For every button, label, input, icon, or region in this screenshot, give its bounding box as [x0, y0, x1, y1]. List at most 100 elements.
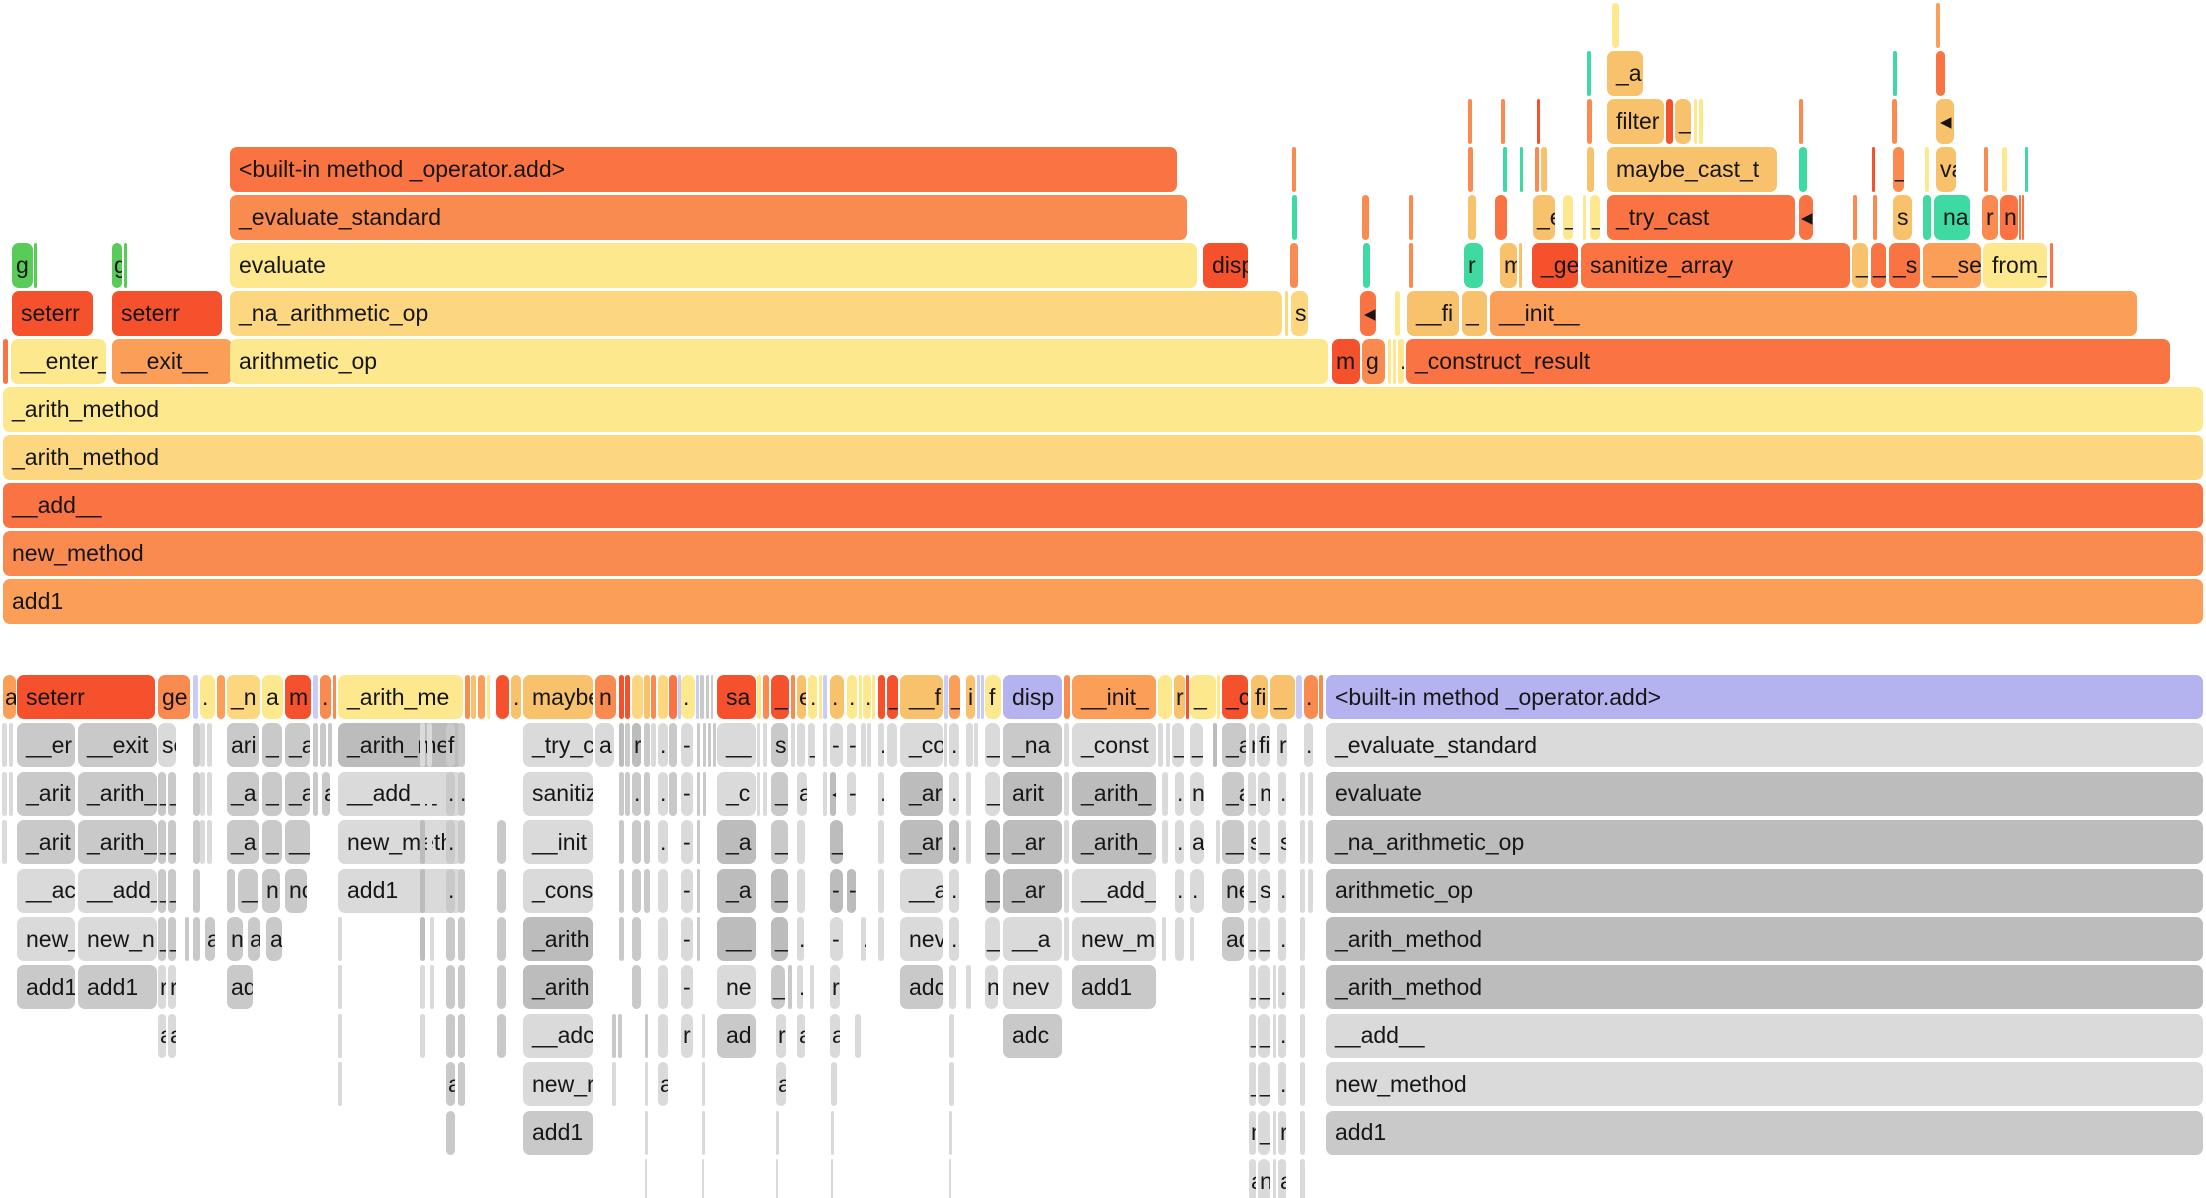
flame-frame-_cons[interactable]: _cons	[523, 868, 593, 913]
flame-frame[interactable]	[458, 1013, 465, 1058]
flame-frame[interactable]	[1273, 1110, 1276, 1155]
flame-frame-va[interactable]: va	[1936, 147, 1956, 192]
flame-frame-[interactable]: .	[320, 675, 331, 719]
flame-frame[interactable]	[193, 868, 200, 913]
flame-frame-[interactable]: -	[847, 771, 856, 816]
flame-frame[interactable]	[1273, 965, 1276, 1010]
flame-frame-g[interactable]: g	[1362, 339, 1385, 384]
flame-frame-r[interactable]: r	[1982, 195, 1998, 240]
flame-frame[interactable]	[497, 820, 506, 865]
flame-frame[interactable]	[320, 723, 326, 768]
flame-frame[interactable]	[185, 917, 189, 961]
flame-frame[interactable]	[619, 723, 624, 768]
flame-frame-n[interactable]: n	[262, 868, 280, 913]
flame-frame[interactable]	[831, 1159, 833, 1198]
flame-frame-[interactable]: .	[1175, 868, 1184, 913]
flame-frame-new_[interactable]: new_	[17, 917, 75, 961]
flame-frame-ne[interactable]: ne	[1222, 868, 1244, 913]
flame-frame-g[interactable]: g	[12, 243, 33, 288]
flame-frame-_a[interactable]: _a	[285, 771, 310, 816]
flame-frame[interactable]	[949, 1013, 954, 1058]
flame-frame[interactable]	[966, 820, 971, 865]
flame-frame-_[interactable]: _	[1258, 1110, 1270, 1155]
flame-frame[interactable]	[200, 771, 205, 816]
flame-frame[interactable]	[1362, 195, 1369, 240]
flame-frame-fi[interactable]: fi	[1257, 723, 1270, 768]
flame-frame-_[interactable]: _	[168, 820, 176, 865]
flame-frame[interactable]	[651, 723, 656, 768]
flame-frame-_[interactable]: _	[158, 868, 166, 913]
flame-frame-r[interactable]: r	[1174, 675, 1185, 719]
flame-frame-a[interactable]: a	[322, 771, 330, 816]
flame-frame-add1[interactable]: add1	[3, 579, 2203, 624]
flame-frame-add1[interactable]: add1	[1326, 1110, 2203, 1155]
flame-frame-_[interactable]: _	[985, 868, 1000, 913]
flame-frame-_co[interactable]: _co	[900, 723, 943, 768]
flame-frame[interactable]	[1300, 1013, 1305, 1058]
flame-frame[interactable]	[1925, 147, 1929, 192]
flame-frame-r[interactable]: r	[1464, 243, 1483, 288]
flame-frame-_n[interactable]: _n	[227, 675, 260, 719]
flame-frame-_[interactable]: _	[1852, 243, 1868, 288]
flame-frame-a[interactable]: a	[205, 917, 215, 961]
flame-frame-ari[interactable]: ari	[227, 723, 259, 768]
flame-frame[interactable]	[430, 965, 434, 1010]
flame-frame-ad[interactable]: ad	[227, 965, 253, 1010]
flame-frame[interactable]	[458, 868, 465, 913]
flame-frame-__fi[interactable]: __fi	[1407, 291, 1459, 336]
flame-frame[interactable]	[1216, 820, 1220, 865]
flame-frame[interactable]	[1300, 771, 1305, 816]
flame-frame-add1[interactable]: add1	[17, 965, 75, 1010]
flame-frame[interactable]	[124, 243, 127, 288]
flame-frame-ne[interactable]: ne	[227, 917, 243, 961]
flame-frame[interactable]	[632, 820, 641, 865]
flame-frame-_[interactable]: _	[1172, 723, 1184, 768]
flame-frame-_construct_result[interactable]: _construct_result	[1406, 339, 2170, 384]
flame-frame-s[interactable]: s	[771, 723, 788, 768]
flame-frame-builtinmethod_operatoradd[interactable]: <built-in method _operator.add>	[230, 147, 1177, 192]
flame-frame-_[interactable]: _	[985, 820, 1000, 865]
flame-frame-a[interactable]: a	[168, 1013, 176, 1058]
flame-frame-s[interactable]: s	[1258, 868, 1270, 913]
flame-frame-_[interactable]: _	[1249, 1062, 1256, 1107]
flame-frame-_arith[interactable]: _arith	[523, 965, 593, 1010]
flame-frame[interactable]	[328, 723, 332, 768]
flame-frame-r[interactable]: r	[632, 723, 641, 768]
flame-frame[interactable]	[420, 771, 425, 816]
flame-frame[interactable]	[697, 771, 700, 816]
flame-frame-new_r[interactable]: new_r	[523, 1062, 593, 1107]
flame-frame-[interactable]: .	[1190, 868, 1204, 913]
flame-frame-nev[interactable]: nev	[900, 917, 943, 961]
flame-frame-_s[interactable]: _s	[1889, 243, 1920, 288]
flame-frame-_[interactable]: _	[1258, 917, 1270, 961]
flame-frame[interactable]	[823, 771, 827, 816]
flame-frame-s[interactable]: s	[1248, 820, 1256, 865]
flame-frame[interactable]	[887, 723, 897, 768]
flame-frame[interactable]	[1166, 723, 1170, 768]
flame-frame-_a[interactable]: _a	[1222, 723, 1246, 768]
flame-frame[interactable]	[658, 675, 668, 719]
flame-frame-n[interactable]: n	[1190, 771, 1204, 816]
flame-frame[interactable]	[1799, 147, 1807, 192]
flame-frame[interactable]	[788, 965, 792, 1010]
flame-frame[interactable]	[1501, 99, 1505, 144]
flame-frame-add1[interactable]: add1	[1072, 965, 1156, 1010]
flame-frame[interactable]	[313, 771, 318, 816]
flame-frame-__add__[interactable]: __add__	[78, 868, 157, 913]
flame-frame-[interactable]: -	[830, 868, 843, 913]
flame-frame-__[interactable]: __	[238, 868, 258, 913]
flame-frame-[interactable]: ◂	[1936, 99, 1954, 144]
flame-frame[interactable]	[1388, 339, 1391, 384]
flame-frame[interactable]	[458, 820, 465, 865]
flame-frame-_[interactable]: _	[985, 723, 1000, 768]
flame-frame[interactable]	[478, 675, 485, 719]
flame-frame[interactable]	[872, 675, 875, 719]
flame-frame-_[interactable]: _	[1248, 771, 1256, 816]
flame-frame[interactable]	[1984, 147, 1988, 192]
flame-frame-_[interactable]: _	[262, 723, 282, 768]
flame-frame[interactable]	[658, 868, 668, 913]
flame-frame[interactable]	[859, 675, 862, 719]
flame-frame[interactable]	[713, 723, 716, 768]
flame-frame[interactable]	[487, 675, 490, 719]
flame-frame-ac[interactable]: ac	[266, 917, 282, 961]
